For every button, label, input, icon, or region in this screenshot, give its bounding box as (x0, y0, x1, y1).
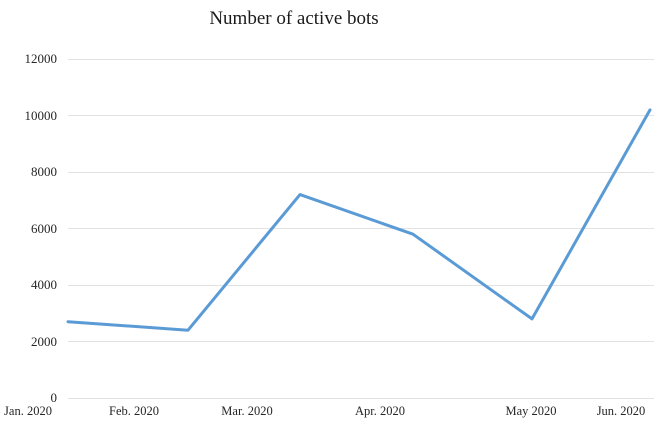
data-series-line (66, 108, 652, 332)
x-axis-tick-label: May 2020 (505, 404, 557, 418)
chart-title: Number of active bots (209, 8, 379, 29)
gridline (68, 228, 654, 229)
gridline (68, 58, 654, 60)
y-axis-tick-label: 2000 (31, 333, 57, 349)
y-axis-tick-label: 8000 (31, 164, 57, 179)
x-axis-tick-label: Jan. 2020 (4, 404, 52, 418)
gridline (68, 341, 654, 342)
y-axis-tick-label: 12000 (24, 51, 58, 66)
y-axis-tick-label: 4000 (31, 277, 57, 292)
x-axis-tick-label: Apr. 2020 (355, 404, 405, 418)
x-axis-tick-label: Mar. 2020 (221, 404, 273, 418)
gridline (68, 284, 654, 286)
y-axis-tick-label: 10000 (24, 107, 58, 123)
gridline (68, 397, 654, 399)
gridline (68, 171, 654, 173)
y-axis-tick-label: 0 (50, 390, 58, 405)
x-axis-tick-label: Feb. 2020 (109, 404, 159, 418)
gridline (68, 115, 654, 116)
y-axis-tick-label: 6000 (31, 220, 57, 236)
x-axis-tick-label: Jun. 2020 (596, 404, 646, 418)
